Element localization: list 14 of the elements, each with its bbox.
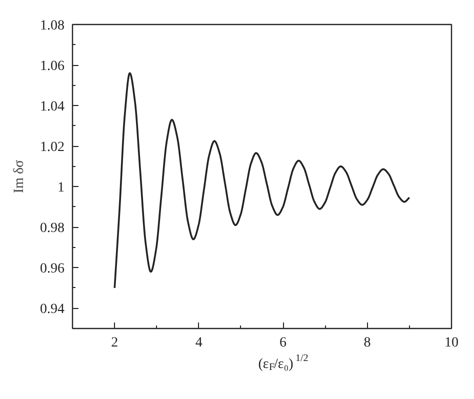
x-tick-label: 10 [444, 336, 458, 350]
y-tick-label: 1.04 [40, 100, 64, 115]
x-tick-label: 2 [111, 336, 118, 350]
y-tick-label: 1.02 [40, 140, 64, 156]
y-tick-label: 0.98 [40, 221, 64, 236]
y-axis-title: Im δσ [12, 159, 27, 194]
y-tick-label: 0.94 [40, 302, 64, 318]
y-tick-label: 1.08 [40, 18, 64, 34]
y-tick-label: 1.06 [40, 59, 64, 74]
y-tick-label: 0.96 [40, 262, 64, 277]
x-tick-label: 8 [364, 336, 371, 350]
y-tick-label: 1 [58, 180, 64, 196]
x-tick-label: 4 [195, 336, 202, 350]
x-tick-label: 6 [280, 336, 287, 350]
